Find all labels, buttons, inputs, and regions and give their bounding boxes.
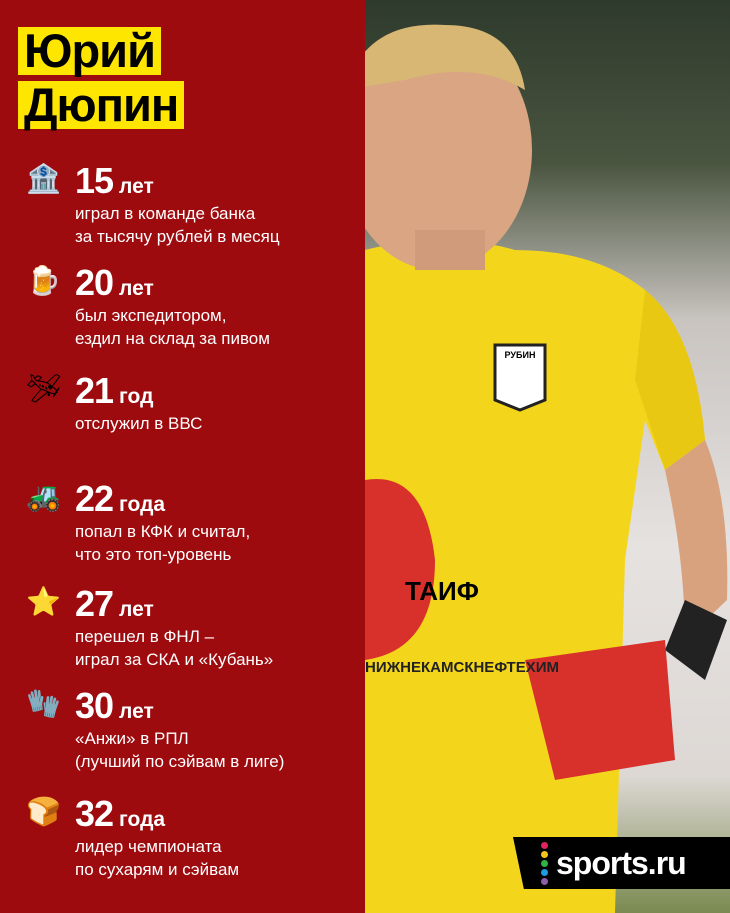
age-number: 21 xyxy=(75,370,114,411)
description-line: за тысячу рублей в месяц xyxy=(75,227,280,246)
description-line: что это топ-уровень xyxy=(75,545,232,564)
info-panel: Юрий Дюпин 🏦 15 лет играл в команде банка… xyxy=(18,26,285,881)
description-line: лидер чемпионата xyxy=(75,837,222,856)
airplane-icon: 🛩 xyxy=(26,373,62,404)
first-name: Юрий xyxy=(18,27,161,75)
sponsor2-text: НИЖНЕКАМСКНЕФТЕХИМ xyxy=(365,659,559,676)
logo-dot xyxy=(541,877,548,885)
description-line: перешел в ФНЛ – xyxy=(75,627,215,646)
description-line: попал в КФК и считал, xyxy=(75,522,251,541)
logo-dot xyxy=(541,868,548,876)
description-line: играл за СКА и «Кубань» xyxy=(75,650,274,669)
description: лидер чемпионата по сухарям и сэйвам xyxy=(75,835,239,881)
logo-text: sports.ru xyxy=(556,844,687,881)
tractor-icon: 🚜 xyxy=(26,481,61,512)
age-heading: 15 лет xyxy=(75,160,154,202)
description: играл в команде банка за тысячу рублей в … xyxy=(75,202,280,248)
age-number: 20 xyxy=(75,262,114,303)
description: перешел в ФНЛ – играл за СКА и «Кубань» xyxy=(75,625,273,671)
bread-icon: 🍞 xyxy=(26,796,61,827)
age-unit: лет xyxy=(119,598,154,621)
description-line: был экспедитором, xyxy=(75,306,227,325)
player-photo: РУБИН ТАИФ НИЖНЕКАМСКНЕФТЕХИМ xyxy=(365,0,730,913)
description-line: играл в команде банка xyxy=(75,204,256,223)
age-heading: 22 года xyxy=(75,478,165,520)
description: отслужил в ВВС xyxy=(75,412,202,435)
last-name: Дюпин xyxy=(18,81,185,129)
age-heading: 20 лет xyxy=(75,262,154,304)
goalkeeper-illustration: РУБИН ТАИФ НИЖНЕКАМСКНЕФТЕХИМ xyxy=(365,24,728,913)
description-line: по сухарям и сэйвам xyxy=(75,860,240,879)
age-number: 22 xyxy=(75,478,114,519)
club-badge-text: РУБИН xyxy=(505,350,536,360)
logo-dot xyxy=(541,859,548,867)
age-heading: 27 лет xyxy=(75,583,154,625)
description-line: (лучший по сэйвам в лиге) xyxy=(75,752,285,771)
logo-dot xyxy=(541,850,548,858)
beer-mug-icon: 🍺 xyxy=(26,265,61,296)
age-unit: года xyxy=(119,808,166,831)
star-icon: ⭐ xyxy=(26,586,61,617)
age-number: 32 xyxy=(75,793,114,834)
age-heading: 32 года xyxy=(75,793,165,835)
age-number: 15 xyxy=(75,160,114,201)
description: был экспедитором, ездил на склад за пивом xyxy=(75,304,270,350)
age-heading: 21 год xyxy=(75,370,153,412)
age-unit: лет xyxy=(119,700,154,723)
age-unit: год xyxy=(119,385,154,408)
age-number: 27 xyxy=(75,583,114,624)
description: «Анжи» в РПЛ (лучший по сэйвам в лиге) xyxy=(75,727,284,773)
description-line: ездил на склад за пивом xyxy=(75,329,270,348)
description: попал в КФК и считал, что это топ-уровень xyxy=(75,520,250,566)
age-unit: лет xyxy=(119,277,154,300)
age-unit: лет xyxy=(119,175,154,198)
bank-icon: 🏦 xyxy=(26,163,61,194)
age-number: 30 xyxy=(75,685,114,726)
sponsor-text: ТАИФ xyxy=(405,576,479,606)
logo-dot xyxy=(541,841,548,849)
logo-dots xyxy=(541,841,548,885)
description-line: «Анжи» в РПЛ xyxy=(75,729,189,748)
age-heading: 30 лет xyxy=(75,685,154,727)
glove-icon: 🧤 xyxy=(26,688,61,719)
sports-ru-logo: sports.ru xyxy=(513,837,730,889)
age-unit: года xyxy=(119,493,166,516)
description-line: отслужил в ВВС xyxy=(75,414,203,433)
